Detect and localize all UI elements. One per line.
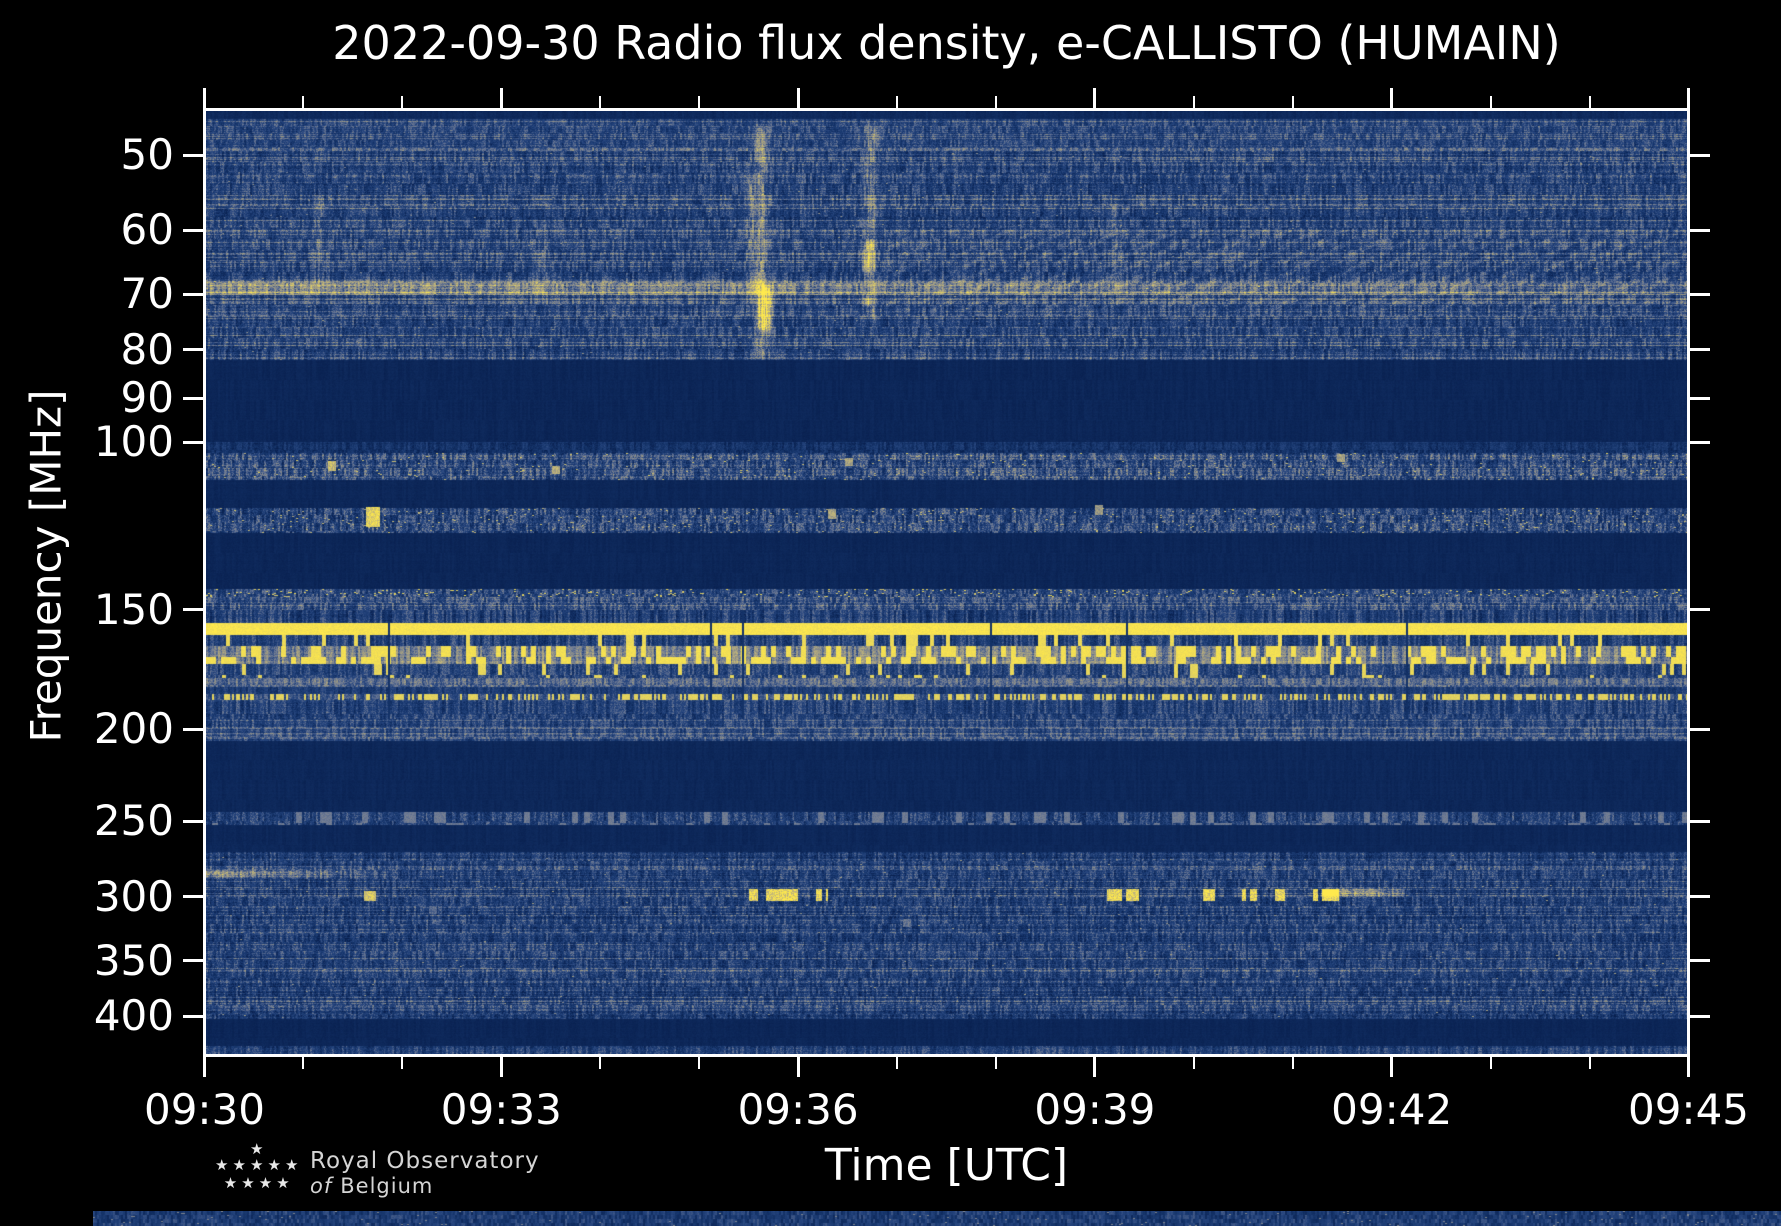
y-major-tick-right	[1690, 153, 1710, 157]
x-minor-tick-top	[1291, 96, 1294, 108]
y-major-tick	[183, 228, 203, 232]
y-tick-label: 60	[120, 205, 174, 255]
y-major-tick-right	[1690, 608, 1710, 612]
rob-logo-text-line2: of Belgium	[310, 1174, 433, 1198]
x-minor-tick-top	[896, 96, 899, 108]
x-major-tick	[796, 1057, 800, 1077]
x-major-tick-top	[1390, 88, 1394, 108]
x-minor-tick-top	[401, 96, 404, 108]
y-tick-label: 250	[93, 796, 174, 846]
y-major-tick-right	[1690, 440, 1710, 444]
x-tick-label: 09:30	[143, 1085, 266, 1134]
star-icon: ★	[241, 1174, 255, 1192]
y-tick-label: 300	[93, 871, 174, 921]
y-major-tick-right	[1690, 819, 1710, 823]
x-major-tick	[499, 1057, 503, 1077]
x-minor-tick-top	[599, 96, 602, 108]
rob-logo-text-line1: Royal Observatory	[310, 1148, 540, 1174]
y-major-tick	[183, 959, 203, 963]
x-minor-tick-top	[302, 96, 305, 108]
y-tick-label: 200	[93, 704, 174, 753]
x-major-tick-top	[1093, 88, 1097, 108]
x-tick-label: 09:45	[1627, 1085, 1750, 1134]
spectrogram-canvas	[206, 111, 1687, 1054]
x-minor-tick	[994, 1057, 997, 1069]
x-minor-tick	[599, 1057, 602, 1069]
x-minor-tick-top	[1588, 96, 1591, 108]
star-icon: ★	[250, 1156, 264, 1174]
y-major-tick-right	[1690, 396, 1710, 400]
star-icon: ★	[276, 1174, 290, 1192]
star-icon: ★	[285, 1156, 299, 1174]
y-major-tick-right	[1690, 895, 1710, 899]
y-major-tick-right	[1690, 292, 1710, 296]
y-major-tick	[183, 440, 203, 444]
star-icon: ★	[215, 1156, 229, 1174]
y-major-tick-right	[1690, 727, 1710, 731]
x-tick-label: 09:33	[440, 1085, 562, 1134]
y-tick-label: 50	[120, 130, 174, 179]
x-major-tick-top	[796, 88, 800, 108]
x-tick-label: 09:42	[1331, 1085, 1453, 1134]
rob-logo-belgium: Belgium	[340, 1174, 434, 1198]
y-axis-label: Frequency [MHz]	[21, 389, 71, 743]
y-tick-label: 80	[120, 324, 174, 374]
y-tick-label: 90	[120, 373, 174, 423]
x-minor-tick-top	[1489, 96, 1492, 108]
x-minor-tick-top	[698, 96, 701, 108]
x-axis-label: Time [UTC]	[824, 1140, 1069, 1191]
x-minor-tick	[698, 1057, 701, 1069]
x-tick-label: 09:39	[1034, 1085, 1156, 1134]
x-minor-tick	[401, 1057, 404, 1069]
x-major-tick-top	[499, 88, 503, 108]
y-major-tick	[183, 895, 203, 899]
y-major-tick	[183, 348, 203, 352]
x-major-tick	[1390, 1057, 1394, 1077]
x-major-tick-top	[1687, 88, 1690, 108]
x-tick-label: 09:36	[737, 1085, 859, 1134]
y-major-tick	[183, 608, 203, 612]
x-minor-tick	[1489, 1057, 1492, 1069]
star-icon: ★	[267, 1156, 281, 1174]
y-tick-label: 350	[93, 935, 174, 985]
y-major-tick-right	[1690, 959, 1710, 963]
x-minor-tick	[896, 1057, 899, 1069]
star-icon: ★	[223, 1174, 238, 1192]
x-minor-tick	[1588, 1057, 1591, 1069]
y-major-tick-right	[1690, 228, 1710, 232]
bottom-strip	[93, 1211, 1781, 1226]
x-minor-tick-top	[994, 96, 997, 108]
x-minor-tick	[1192, 1057, 1195, 1069]
x-minor-tick-top	[1192, 96, 1195, 108]
x-minor-tick	[1291, 1057, 1294, 1069]
spectrogram-plot-area	[203, 108, 1690, 1057]
page-title: 2022-09-30 Radio flux density, e-CALLIST…	[332, 16, 1561, 70]
x-major-tick	[1093, 1057, 1097, 1077]
y-major-tick	[183, 153, 203, 157]
y-tick-label: 100	[93, 417, 174, 466]
star-icon: ★	[258, 1174, 273, 1192]
y-tick-label: 400	[93, 991, 174, 1040]
y-tick-label: 70	[120, 269, 174, 319]
y-major-tick	[183, 292, 203, 296]
rob-logo-of: of	[310, 1174, 333, 1198]
star-icon: ★	[250, 1140, 264, 1158]
x-minor-tick	[302, 1057, 305, 1069]
x-major-tick	[203, 1057, 206, 1077]
x-major-tick	[1687, 1057, 1690, 1077]
star-icon: ★	[232, 1156, 246, 1174]
y-tick-label: 150	[93, 584, 174, 634]
x-major-tick-top	[203, 88, 206, 108]
y-major-tick-right	[1690, 348, 1710, 352]
rob-logo: ★ ★ ★ ★ ★ ★ ★ ★ ★ ★ Royal Observatory of Belgium	[205, 1142, 625, 1212]
y-major-tick	[183, 819, 203, 823]
y-major-tick	[183, 1014, 203, 1018]
y-major-tick	[183, 396, 203, 400]
y-major-tick	[183, 727, 203, 731]
y-major-tick-right	[1690, 1014, 1710, 1018]
